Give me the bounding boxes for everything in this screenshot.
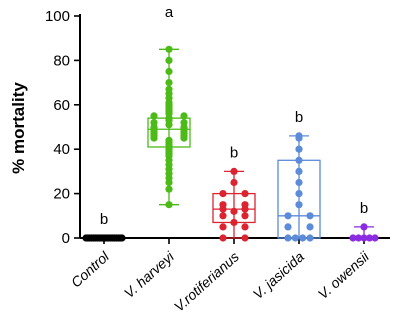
data-point (230, 207, 238, 215)
data-point (150, 134, 158, 142)
data-point (241, 234, 249, 242)
data-point (295, 134, 303, 142)
data-point (306, 234, 314, 242)
data-point (354, 234, 363, 242)
y-tick-label: 100 (45, 8, 70, 25)
data-point (291, 234, 299, 242)
data-point (180, 112, 188, 120)
data-point (230, 218, 238, 227)
data-point (165, 56, 173, 64)
data-point (306, 223, 314, 231)
data-point (295, 190, 303, 198)
data-point (219, 234, 227, 242)
x-tick-label: V. harveyi (121, 248, 178, 301)
data-point (219, 223, 227, 231)
data-point (295, 145, 303, 153)
x-tick-label: V.rotiferianus (171, 248, 242, 314)
data-point (284, 223, 292, 231)
data-point (230, 167, 238, 175)
x-tick-label: V. owensii (315, 248, 373, 302)
data-point (230, 178, 238, 187)
data-point (295, 156, 303, 164)
x-tick-label: V. jasicida (250, 248, 308, 302)
data-point (165, 45, 173, 53)
data-point (165, 79, 173, 87)
data-point (306, 212, 314, 220)
data-point (241, 223, 249, 231)
significance-label: a (165, 4, 174, 21)
x-tick-label: Control (68, 248, 113, 291)
data-point (241, 190, 249, 198)
y-tick-label: 40 (53, 141, 70, 158)
data-point (241, 205, 249, 213)
data-point (299, 234, 307, 242)
significance-label: b (295, 109, 303, 126)
data-point (284, 212, 292, 220)
significance-label: b (360, 200, 368, 217)
data-point (219, 205, 227, 213)
data-point (219, 190, 227, 198)
y-tick-label: 80 (53, 52, 70, 69)
significance-label: b (230, 144, 238, 161)
data-point (150, 112, 158, 120)
data-point (360, 223, 368, 231)
data-point (295, 167, 303, 175)
data-point (180, 134, 188, 142)
y-tick-label: 0 (62, 230, 70, 247)
data-point (219, 212, 227, 220)
data-point (165, 121, 173, 129)
data-point (295, 178, 303, 187)
data-point (241, 212, 249, 220)
plot-area: 0 20 40 60 80 100 Control V. harveyiV.rotiferia… (45, 4, 390, 315)
data-point (165, 67, 173, 76)
y-tick-label: 60 (53, 97, 70, 114)
y-tick-label: 20 (53, 186, 70, 203)
data-point (295, 201, 303, 209)
data-point (165, 178, 173, 187)
data-point (365, 234, 374, 242)
data-point (165, 185, 173, 193)
data-point (360, 234, 368, 242)
y-axis-label: % mortality (9, 82, 28, 174)
data-point (284, 234, 292, 242)
data-point (118, 234, 126, 242)
data-point (371, 234, 379, 242)
data-point (165, 201, 173, 209)
data-point (349, 234, 357, 242)
significance-label: b (100, 211, 108, 228)
